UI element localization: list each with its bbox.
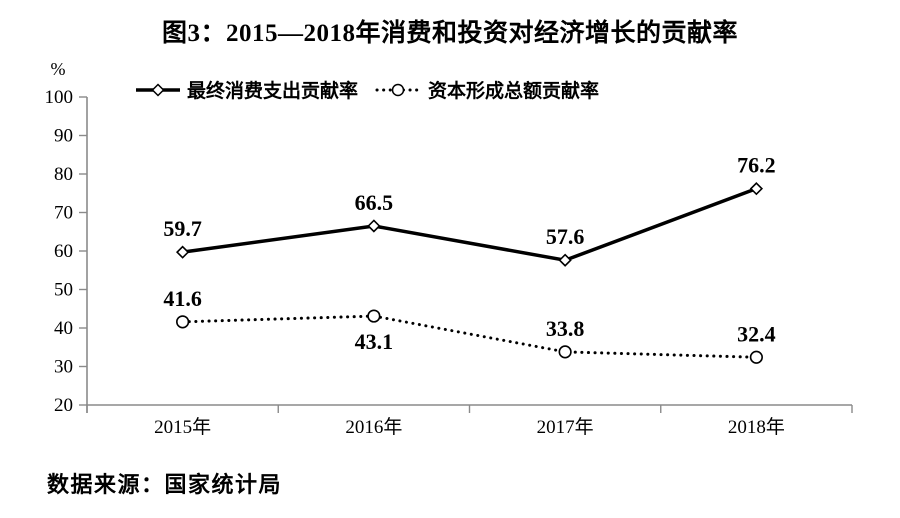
y-tick-label: 50 xyxy=(54,280,73,301)
y-tick-label: 80 xyxy=(54,164,73,185)
legend-item-consumption: 最终消费支出贡献率 xyxy=(136,76,358,103)
legend-label-consumption: 最终消费支出贡献率 xyxy=(187,81,359,102)
y-tick-label: 90 xyxy=(54,126,73,147)
series-1-point-marker xyxy=(367,309,381,323)
series-0-point-marker xyxy=(749,181,764,196)
y-tick-label: 70 xyxy=(54,203,73,224)
y-axis-unit-label: % xyxy=(51,59,66,79)
series-0-value-label: 66.5 xyxy=(355,190,394,215)
solid-line-diamond-marker-icon xyxy=(136,82,180,97)
chart-title: 图3：2015—2018年消费和投资对经济增长的贡献率 xyxy=(161,20,738,47)
series-0-point-marker xyxy=(367,219,381,233)
y-tick-label: 20 xyxy=(54,395,73,416)
plot-area: 20 30 40 50 60 70 80 90 100% 2015年 2016年 2017年 2018年… xyxy=(45,59,853,438)
legend-item-capital-formation: 资本形成总额贡献率 xyxy=(375,76,599,103)
series-1-value-label: 41.6 xyxy=(163,286,202,311)
y-tick-label: 100 xyxy=(45,87,74,108)
x-category-label: 2018年 xyxy=(728,416,785,438)
legend-label-capital-formation: 资本形成总额贡献率 xyxy=(428,81,600,102)
x-category-label: 2017年 xyxy=(537,416,594,438)
series-1-point-marker xyxy=(558,345,572,359)
series-0-point-marker xyxy=(558,253,572,267)
source-note: 数据来源：国家统计局 xyxy=(47,472,283,497)
x-category-label: 2015年 xyxy=(154,416,211,438)
series-1-value-label: 33.8 xyxy=(546,316,585,341)
legend: 最终消费支出贡献率 资本形成总额贡献率 xyxy=(136,76,599,103)
series-0-point-marker xyxy=(175,245,190,259)
series-0-value-label: 59.7 xyxy=(163,216,202,241)
y-tick-label: 60 xyxy=(54,241,73,262)
series-0-value-label: 57.6 xyxy=(546,224,585,249)
series-1-point-marker xyxy=(749,350,763,364)
series-1-point-marker xyxy=(176,315,190,329)
x-category-label: 2016年 xyxy=(345,416,402,438)
series-line-1 xyxy=(181,314,758,359)
series-1-value-label: 43.1 xyxy=(355,329,394,354)
y-tick-label: 40 xyxy=(54,318,73,339)
series-0-value-label: 76.2 xyxy=(737,153,776,178)
series-line-0 xyxy=(182,186,757,263)
dotted-line-circle-marker-icon xyxy=(375,83,421,96)
series-1-value-label: 32.4 xyxy=(737,321,776,346)
y-tick-label: 30 xyxy=(54,357,73,378)
